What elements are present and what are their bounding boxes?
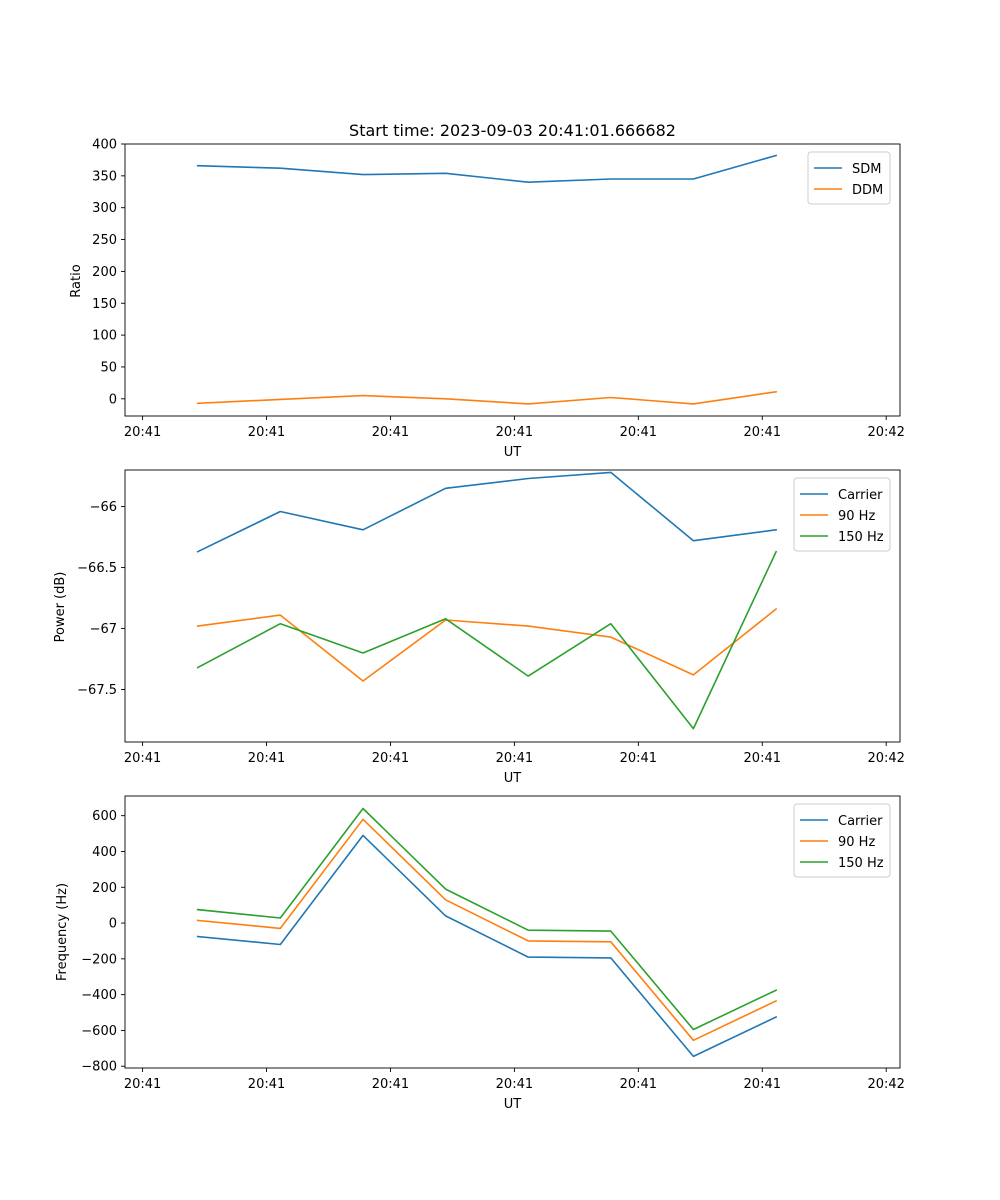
x-tick-label: 20:41 (248, 751, 285, 766)
axes-frame (124, 795, 901, 1069)
y-tick-label: −67 (90, 622, 117, 637)
legend-label: Carrier (838, 488, 883, 503)
y-axis-label: Power (dB) (53, 572, 68, 643)
x-axis-label: UT (504, 1097, 522, 1112)
power-plot-area: −67.5 −67 −66.5 −66 20:41 20:41 20:41 20:41 20:4… (77, 469, 905, 766)
legend-label: 150 Hz (838, 530, 884, 545)
y-tick-label: 0 (109, 917, 117, 932)
frequency-panel: Frequency (Hz) UT −800 −600 −400 −200 0 200 40… (55, 795, 905, 1112)
series-line-carrier (196, 834, 778, 1058)
legend-label: 90 Hz (838, 835, 875, 850)
x-tick-label: 20:41 (620, 1077, 657, 1092)
x-tick-label: 20:41 (744, 751, 781, 766)
ratio-panel: Start time: 2023-09-03 20:41:01.666682 R… (69, 121, 905, 460)
y-tick-label: 100 (92, 329, 117, 344)
y-axis-label: Ratio (69, 264, 84, 297)
y-tick-label: 400 (92, 138, 117, 153)
y-tick-label: −66.5 (77, 561, 117, 576)
legend-label: DDM (852, 183, 883, 198)
y-tick-label: 400 (92, 845, 117, 860)
y-tick-label: 0 (109, 392, 117, 407)
x-tick-label: 20:41 (124, 751, 161, 766)
series-line-sdm (196, 154, 778, 183)
x-axis-label: UT (504, 445, 522, 460)
x-tick-label: 20:41 (248, 1077, 285, 1092)
y-tick-label: 250 (92, 233, 117, 248)
power-panel: Power (dB) UT −67.5 −67 −66.5 −66 20:41 20:41… (53, 469, 905, 786)
legend: Carrier 90 Hz 150 Hz (793, 803, 891, 878)
x-tick-label: 20:41 (248, 425, 285, 440)
x-tick-label: 20:41 (744, 1077, 781, 1092)
axes-frame (124, 143, 901, 417)
legend-box (793, 803, 891, 878)
series-line-carrier (196, 471, 777, 553)
series-line-150-hz (196, 807, 778, 1031)
y-tick-label: −200 (81, 952, 117, 967)
y-tick-label: −67.5 (77, 683, 117, 698)
x-axis-label: UT (504, 771, 522, 786)
y-tick-label: 300 (92, 201, 117, 216)
y-tick-label: 350 (92, 169, 117, 184)
x-tick-label: 20:41 (372, 425, 409, 440)
legend-box (807, 151, 891, 205)
x-tick-label: 20:42 (867, 425, 904, 440)
legend-box (793, 477, 891, 552)
series-line-90-hz (196, 818, 778, 1042)
legend-label: 150 Hz (838, 856, 884, 871)
y-tick-label: −400 (81, 988, 117, 1003)
x-tick-label: 20:41 (496, 751, 533, 766)
x-tick-label: 20:42 (867, 1077, 904, 1092)
series-line-150-hz (196, 550, 778, 730)
legend-label: Carrier (838, 814, 883, 829)
legend-label: SDM (852, 162, 881, 177)
y-tick-label: −600 (81, 1024, 117, 1039)
x-tick-label: 20:41 (744, 425, 781, 440)
y-tick-label: 200 (92, 881, 117, 896)
legend: SDM DDM (807, 151, 891, 205)
y-tick-label: −66 (90, 500, 117, 515)
frequency-plot-area: −800 −600 −400 −200 0 200 400 600 20:41 20:41 20:4… (81, 795, 905, 1092)
legend: Carrier 90 Hz 150 Hz (793, 477, 891, 552)
ratio-plot-area: 0 50 100 150 200 250 300 350 400 20:41 20:41 20:41 2… (92, 138, 905, 441)
y-tick-label: 50 (100, 360, 117, 375)
x-tick-label: 20:41 (620, 751, 657, 766)
y-tick-label: 200 (92, 265, 117, 280)
y-axis-label: Frequency (Hz) (55, 883, 70, 981)
x-tick-label: 20:42 (867, 751, 904, 766)
chart-title: Start time: 2023-09-03 20:41:01.666682 (349, 121, 676, 140)
x-tick-label: 20:41 (124, 1077, 161, 1092)
axes-frame (124, 469, 901, 743)
x-tick-label: 20:41 (124, 425, 161, 440)
legend-label: 90 Hz (838, 509, 875, 524)
x-tick-label: 20:41 (372, 1077, 409, 1092)
x-tick-label: 20:41 (620, 425, 657, 440)
series-line-ddm (196, 390, 778, 405)
x-tick-label: 20:41 (496, 1077, 533, 1092)
x-tick-label: 20:41 (372, 751, 409, 766)
y-tick-label: 600 (92, 809, 117, 824)
series-line-90-hz (196, 607, 778, 682)
y-tick-label: 150 (92, 297, 117, 312)
y-tick-label: −800 (81, 1060, 117, 1075)
x-tick-label: 20:41 (496, 425, 533, 440)
